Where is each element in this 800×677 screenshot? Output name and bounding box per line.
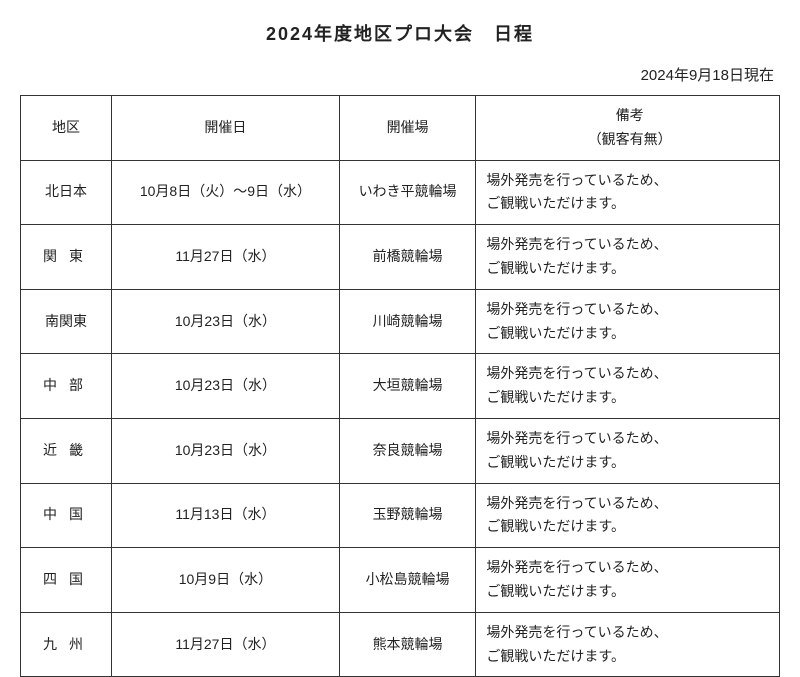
cell-region: 中部 — [21, 354, 112, 419]
cell-date: 10月23日（水） — [112, 289, 340, 354]
cell-date: 11月27日（水） — [112, 225, 340, 290]
schedule-table: 地区 開催日 開催場 備考 （観客有無） 北日本10月8日（火）〜9日（水）いわ… — [20, 95, 780, 677]
cell-notes-line1: 場外発売を行っているため、 — [486, 430, 667, 446]
cell-date: 10月23日（水） — [112, 418, 340, 483]
cell-notes-line2: ご観戦いただけます。 — [486, 260, 625, 276]
cell-notes: 場外発売を行っているため、ご観戦いただけます。 — [476, 354, 780, 419]
header-region: 地区 — [21, 96, 112, 161]
cell-notes-line1: 場外発売を行っているため、 — [486, 172, 667, 188]
cell-notes: 場外発売を行っているため、ご観戦いただけます。 — [476, 160, 780, 225]
cell-notes: 場外発売を行っているため、ご観戦いただけます。 — [476, 612, 780, 677]
cell-date: 10月8日（火）〜9日（水） — [112, 160, 340, 225]
cell-notes-line2: ご観戦いただけます。 — [486, 518, 625, 534]
cell-notes-line1: 場外発売を行っているため、 — [486, 236, 667, 252]
cell-venue: 熊本競輪場 — [339, 612, 476, 677]
cell-date: 11月27日（水） — [112, 612, 340, 677]
cell-venue: 前橋競輪場 — [339, 225, 476, 290]
header-venue: 開催場 — [339, 96, 476, 161]
cell-region: 四国 — [21, 548, 112, 613]
cell-notes-line2: ご観戦いただけます。 — [486, 583, 625, 599]
table-row: 近畿10月23日（水）奈良競輪場場外発売を行っているため、ご観戦いただけます。 — [21, 418, 780, 483]
cell-region: 中国 — [21, 483, 112, 548]
cell-date: 11月13日（水） — [112, 483, 340, 548]
cell-notes-line2: ご観戦いただけます。 — [486, 454, 625, 470]
table-body: 北日本10月8日（火）〜9日（水）いわき平競輪場場外発売を行っているため、ご観戦… — [21, 160, 780, 677]
page-title: 2024年度地区プロ大会 日程 — [20, 20, 780, 46]
cell-date: 10月23日（水） — [112, 354, 340, 419]
cell-region: 九州 — [21, 612, 112, 677]
table-row: 南関東10月23日（水）川崎競輪場場外発売を行っているため、ご観戦いただけます。 — [21, 289, 780, 354]
header-notes-line2: （観客有無） — [588, 131, 672, 147]
table-row: 関東11月27日（水）前橋競輪場場外発売を行っているため、ご観戦いただけます。 — [21, 225, 780, 290]
table-row: 九州11月27日（水）熊本競輪場場外発売を行っているため、ご観戦いただけます。 — [21, 612, 780, 677]
cell-venue: 玉野競輪場 — [339, 483, 476, 548]
table-header-row: 地区 開催日 開催場 備考 （観客有無） — [21, 96, 780, 161]
cell-region: 北日本 — [21, 160, 112, 225]
cell-notes-line2: ご観戦いただけます。 — [486, 325, 625, 341]
cell-date: 10月9日（水） — [112, 548, 340, 613]
table-row: 四国10月9日（水）小松島競輪場場外発売を行っているため、ご観戦いただけます。 — [21, 548, 780, 613]
cell-venue: 川崎競輪場 — [339, 289, 476, 354]
cell-notes-line2: ご観戦いただけます。 — [486, 389, 625, 405]
cell-notes-line1: 場外発売を行っているため、 — [486, 495, 667, 511]
header-notes: 備考 （観客有無） — [476, 96, 780, 161]
cell-notes: 場外発売を行っているため、ご観戦いただけます。 — [476, 225, 780, 290]
cell-notes-line2: ご観戦いただけます。 — [486, 648, 625, 664]
table-row: 中部10月23日（水）大垣競輪場場外発売を行っているため、ご観戦いただけます。 — [21, 354, 780, 419]
cell-venue: 大垣競輪場 — [339, 354, 476, 419]
cell-region: 南関東 — [21, 289, 112, 354]
date-note: 2024年9月18日現在 — [20, 64, 780, 85]
cell-notes: 場外発売を行っているため、ご観戦いただけます。 — [476, 289, 780, 354]
table-row: 北日本10月8日（火）〜9日（水）いわき平競輪場場外発売を行っているため、ご観戦… — [21, 160, 780, 225]
cell-notes-line1: 場外発売を行っているため、 — [486, 559, 667, 575]
cell-notes: 場外発売を行っているため、ご観戦いただけます。 — [476, 418, 780, 483]
cell-region: 近畿 — [21, 418, 112, 483]
cell-region: 関東 — [21, 225, 112, 290]
cell-notes-line1: 場外発売を行っているため、 — [486, 624, 667, 640]
cell-venue: 奈良競輪場 — [339, 418, 476, 483]
header-notes-line1: 備考 — [616, 107, 644, 123]
cell-venue: いわき平競輪場 — [339, 160, 476, 225]
cell-notes: 場外発売を行っているため、ご観戦いただけます。 — [476, 483, 780, 548]
cell-notes: 場外発売を行っているため、ご観戦いただけます。 — [476, 548, 780, 613]
cell-notes-line2: ご観戦いただけます。 — [486, 195, 625, 211]
cell-notes-line1: 場外発売を行っているため、 — [486, 301, 667, 317]
table-row: 中国11月13日（水）玉野競輪場場外発売を行っているため、ご観戦いただけます。 — [21, 483, 780, 548]
header-date: 開催日 — [112, 96, 340, 161]
cell-venue: 小松島競輪場 — [339, 548, 476, 613]
cell-notes-line1: 場外発売を行っているため、 — [486, 365, 667, 381]
